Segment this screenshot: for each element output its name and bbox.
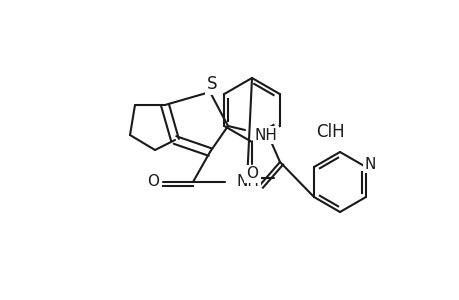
Text: O: O — [246, 167, 257, 182]
Text: NH: NH — [254, 128, 277, 142]
Text: O: O — [147, 175, 159, 190]
Text: N: N — [364, 157, 375, 172]
Text: NH: NH — [236, 175, 259, 190]
Text: O: O — [246, 173, 257, 188]
Text: S: S — [206, 75, 217, 93]
Text: ClH: ClH — [315, 123, 344, 141]
